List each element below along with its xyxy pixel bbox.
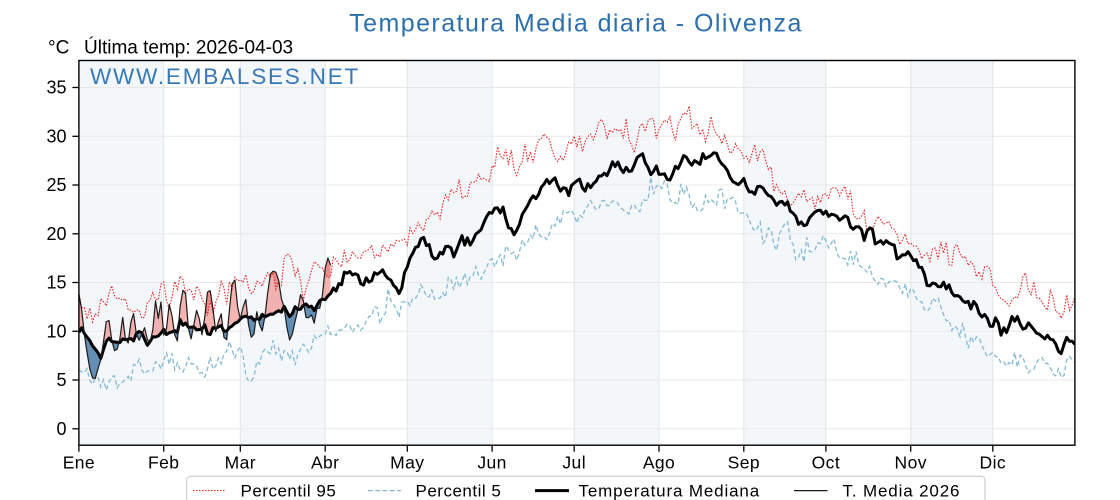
svg-text:Temperatura Mediana: Temperatura Mediana [579,481,761,500]
svg-text:15: 15 [46,273,66,293]
svg-text:Oct: Oct [812,453,840,473]
svg-text:Mar: Mar [225,453,256,473]
svg-text:Dic: Dic [980,453,1006,473]
svg-text:Ago: Ago [643,453,675,473]
svg-text:May: May [390,453,424,473]
svg-text:Feb: Feb [148,453,179,473]
svg-text:°C: °C [48,38,69,59]
svg-text:T. Media 2026: T. Media 2026 [843,481,961,500]
svg-text:Sep: Sep [728,453,760,473]
svg-text:Jul: Jul [562,453,586,473]
svg-text:25: 25 [46,175,66,195]
svg-text:Percentil 5: Percentil 5 [416,481,502,500]
svg-text:35: 35 [46,78,66,98]
svg-text:Nov: Nov [895,453,927,473]
svg-text:Abr: Abr [311,453,339,473]
svg-text:Jun: Jun [477,453,506,473]
svg-text:Última temp: 2026-04-03: Última temp: 2026-04-03 [84,37,293,59]
svg-text:30: 30 [46,127,66,147]
svg-text:20: 20 [46,224,66,244]
svg-text:Percentil 95: Percentil 95 [241,481,337,500]
svg-text:Ene: Ene [63,453,95,473]
svg-text:Temperatura Media diaria - Oli: Temperatura Media diaria - Olivenza [349,10,803,38]
svg-text:10: 10 [46,322,66,342]
svg-text:0: 0 [56,419,66,439]
svg-text:5: 5 [56,370,66,390]
svg-text:WWW.EMBALSES.NET: WWW.EMBALSES.NET [90,64,360,89]
